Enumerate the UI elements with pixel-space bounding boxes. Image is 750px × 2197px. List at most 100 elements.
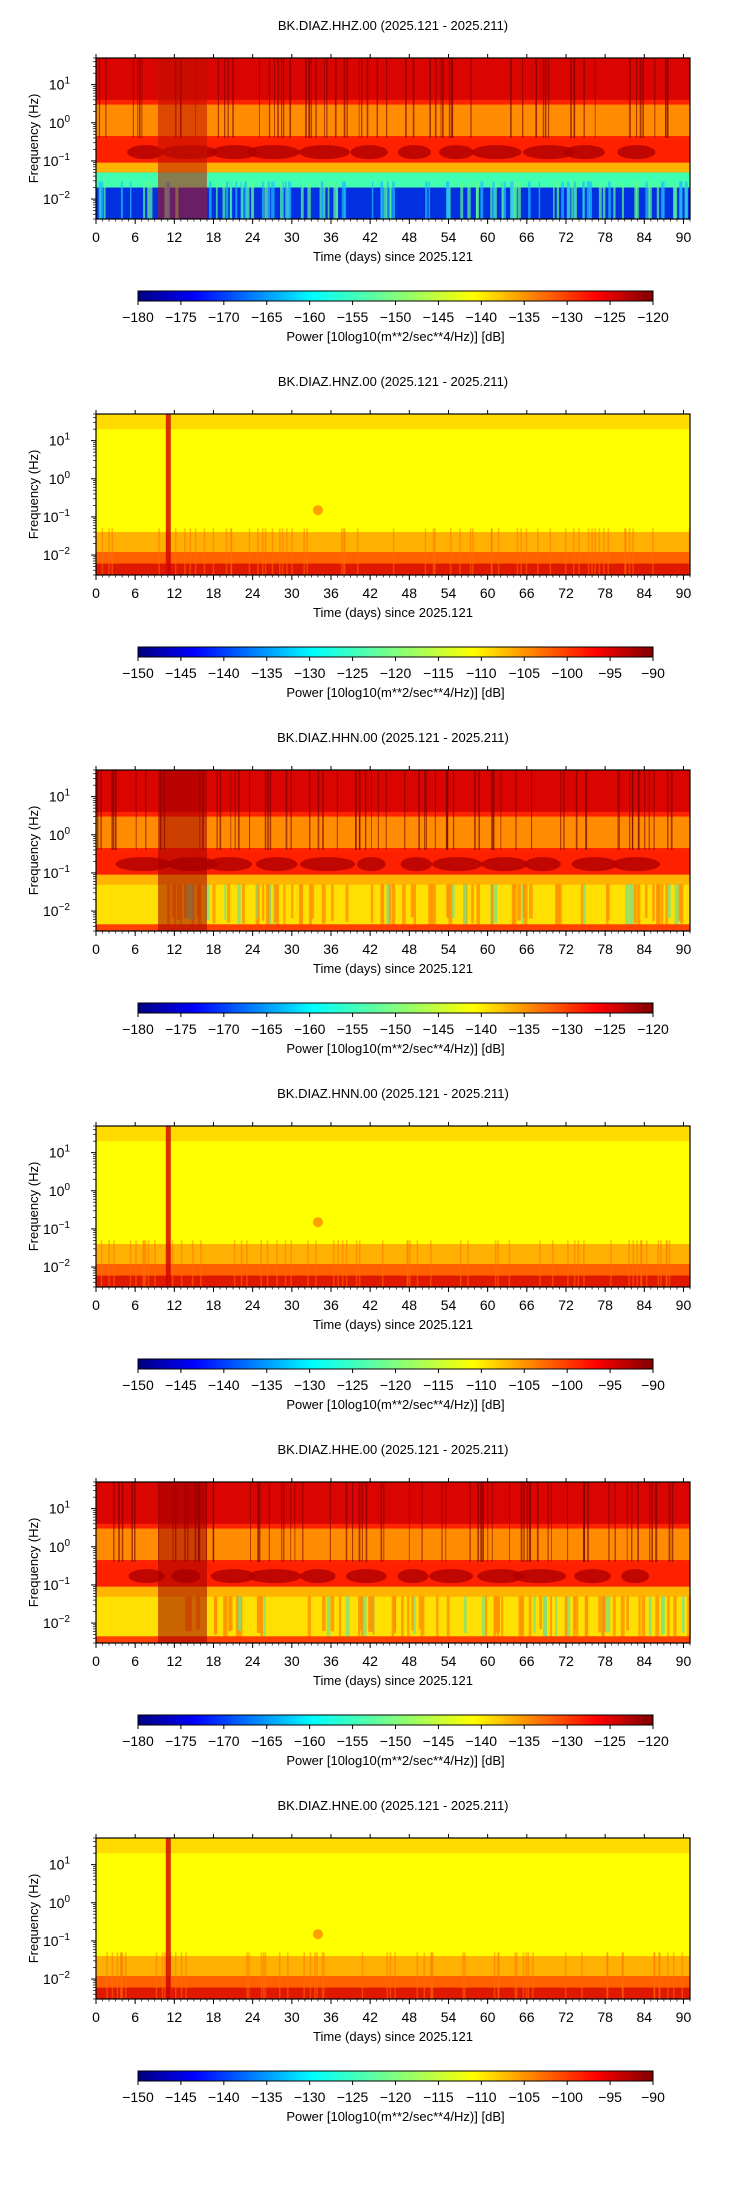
heatmap-stripe: [387, 884, 392, 929]
heatmap-stripe: [556, 181, 560, 219]
colorbar-tick-label: −95: [598, 2089, 622, 2105]
spectrogram-panel: BK.DIAZ.HHN.00 (2025.121 - 2025.211) 0 6 12…: [26, 730, 691, 1056]
heatmap-stripe: [144, 1240, 147, 1287]
heatmap-stripe: [380, 884, 385, 926]
heatmap-stripe: [326, 1596, 331, 1638]
heatmap-stripe: [601, 1596, 605, 1639]
x-tick-label: 36: [323, 1297, 339, 1313]
colorbar-label: Power [10log10(m**2/sec**4/Hz)] [dB]: [286, 1753, 504, 1768]
x-tick-label: 66: [519, 941, 535, 957]
colorbar-tick-label: −135: [251, 2089, 283, 2105]
heatmap-stripe: [189, 528, 192, 575]
heatmap-stripe: [667, 1596, 670, 1643]
colorbar-tick-label: −140: [466, 309, 498, 325]
spectrogram-panel: BK.DIAZ.HHZ.00 (2025.121 - 2025.211) 0 6 12…: [26, 18, 691, 344]
heatmap-stripe: [271, 528, 274, 575]
x-tick-label: 78: [597, 941, 613, 957]
heatmap-stripe: [549, 1596, 553, 1641]
heatmap-stripe: [274, 884, 278, 923]
heatmap-stripe: [344, 181, 347, 219]
heatmap-stripe: [227, 884, 231, 923]
heatmap-stripe: [659, 1952, 661, 1999]
heatmap-stripe: [452, 884, 455, 919]
heatmap-stripe: [371, 181, 374, 219]
heatmap-stripe: [407, 1240, 409, 1287]
heatmap-stripe: [212, 884, 216, 924]
heatmap-stripe: [143, 181, 146, 219]
heatmap-stripe: [514, 181, 518, 219]
heatmap-stripe: [471, 884, 474, 924]
x-tick-label: 78: [597, 585, 613, 601]
colorbar-tick-label: −125: [594, 1021, 626, 1037]
x-tick-label: 72: [558, 2009, 574, 2025]
heatmap-stripe: [432, 528, 435, 575]
heatmap-blob: [397, 1569, 429, 1584]
x-tick-label: 48: [402, 229, 418, 245]
heatmap-stripe: [555, 884, 559, 929]
y-axis-label: Frequency (Hz): [26, 94, 41, 184]
x-tick-label: 54: [441, 2009, 457, 2025]
heatmap-stripe: [502, 181, 505, 219]
heatmap-stripe: [125, 1952, 127, 1999]
heatmap-stripe: [459, 1240, 462, 1287]
colorbar-label: Power [10log10(m**2/sec**4/Hz)] [dB]: [286, 1397, 504, 1412]
colorbar-tick-label: −125: [337, 665, 369, 681]
heatmap-stripe: [503, 181, 507, 219]
heatmap-blob: [312, 1929, 323, 1940]
heatmap-stripe: [606, 884, 610, 921]
heatmap-stripe: [389, 1952, 392, 1999]
heatmap-stripe: [344, 528, 346, 575]
heatmap-stripe: [430, 1952, 432, 1999]
spectrogram-panel: BK.DIAZ.HNE.00 (2025.121 - 2025.211) 0 6 12…: [26, 1798, 691, 2124]
heatmap-stripe: [658, 1952, 660, 1999]
x-tick-label: 66: [519, 2009, 535, 2025]
x-tick-label: 24: [245, 229, 261, 245]
x-tick-label: 54: [441, 585, 457, 601]
heatmap-stripe: [240, 1240, 243, 1287]
heatmap-stripe: [358, 1596, 361, 1642]
heatmap-stripe: [262, 1952, 265, 1999]
heatmap-stripe: [621, 181, 624, 219]
colorbar-tick-label: −105: [508, 2089, 540, 2105]
heatmap-stripe: [356, 528, 359, 575]
colorbar-label: Power [10log10(m**2/sec**4/Hz)] [dB]: [286, 2109, 504, 2124]
x-tick-label: 36: [323, 941, 339, 957]
heatmap-stripe: [469, 528, 472, 575]
heatmap-stripe: [315, 1240, 317, 1287]
heatmap-blob: [512, 1569, 567, 1584]
spectrogram-heatmap: [96, 58, 690, 219]
heatmap-stripe: [303, 528, 305, 575]
heatmap-stripe: [633, 884, 637, 924]
x-tick-label: 60: [480, 1653, 496, 1669]
heatmap-stripe: [282, 181, 284, 219]
heatmap-stripe: [629, 884, 632, 926]
heatmap-blob: [205, 857, 253, 872]
heatmap-stripe: [635, 181, 639, 219]
heatmap-stripe: [632, 1240, 635, 1287]
colorbar-tick-label: −145: [165, 1377, 197, 1393]
y-tick-label: 10−2: [43, 1614, 70, 1631]
colorbar-tick-label: −110: [466, 665, 497, 681]
plot-frame: [95, 1125, 691, 1288]
heatmap-band: [96, 1126, 690, 1142]
heatmap-band: [96, 162, 690, 173]
heatmap-stripe: [687, 1596, 691, 1639]
heatmap-stripe: [446, 1596, 450, 1637]
heatmap-stripe: [603, 528, 605, 575]
heatmap-stripe: [359, 1240, 361, 1287]
heatmap-stripe: [323, 1952, 325, 1999]
colorbar-tick-label: −105: [508, 665, 540, 681]
heatmap-stripe: [184, 528, 186, 575]
heatmap-band: [96, 1636, 690, 1643]
heatmap-stripe: [303, 1952, 305, 1999]
heatmap-stripe: [490, 181, 493, 219]
heatmap-stripe: [423, 1952, 426, 1999]
colorbar-label: Power [10log10(m**2/sec**4/Hz)] [dB]: [286, 329, 504, 344]
heatmap-stripe: [279, 1952, 281, 1999]
heatmap-stripe: [327, 181, 330, 219]
heatmap-stripe: [578, 528, 580, 575]
heatmap-stripe: [584, 1596, 588, 1643]
heatmap-stripe: [257, 884, 260, 924]
heatmap-stripe: [154, 1240, 156, 1287]
x-axis-label: Time (days) since 2025.121: [313, 249, 473, 264]
